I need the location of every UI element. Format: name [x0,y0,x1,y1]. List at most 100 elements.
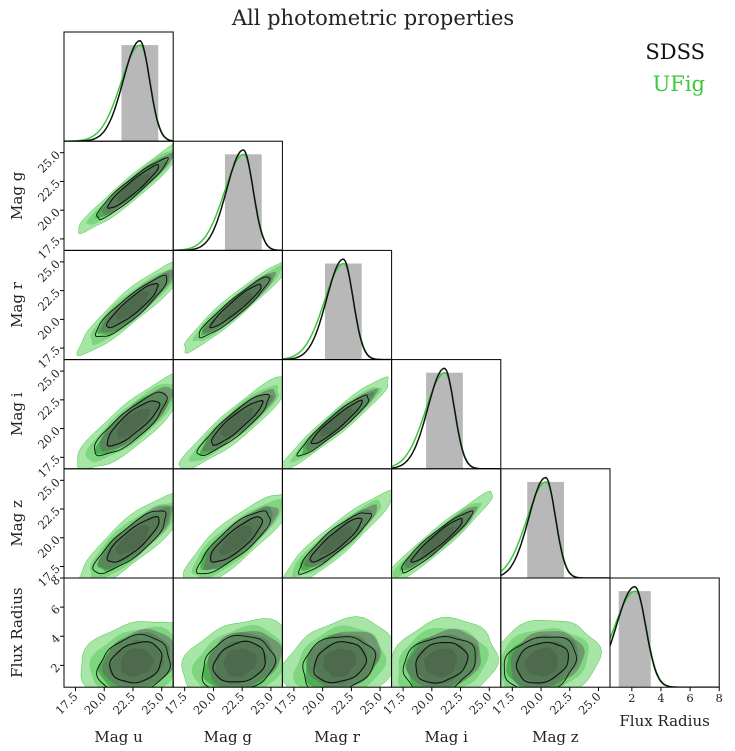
panel-3-2 [281,359,393,470]
x-tick-label: 17.5 [380,689,408,717]
sdss-density-2 [282,258,392,360]
sdss-contour-fill [102,628,174,688]
panel-5-4 [500,577,611,688]
panel-1-0 [63,140,174,251]
sdss-contour-fill [304,504,378,568]
x-tick-label: 20.0 [191,689,219,717]
panel-1-1 [172,140,283,251]
x-tick-label: 17.5 [489,689,517,717]
sdss-contour-line [105,283,159,329]
y-tick-label: 17.5 [35,452,63,480]
sdss-contour-fill [406,628,481,687]
sdss-contour-fill [101,152,174,216]
sdss-contour-fill [202,271,277,334]
legend-entry-ufig: UFig [653,72,705,96]
sdss-contour-outer [401,510,474,574]
y-axis-label-1: Mag g [8,171,26,220]
interval-shade-0 [121,45,159,142]
legend: SDSS UFig [645,40,705,96]
x-tick-label: 22.5 [328,689,356,717]
sdss-contour-fill [207,631,283,688]
sdss-contour-line [209,283,262,329]
sdss-contour-line [313,641,368,684]
interval-shade-3 [426,372,463,469]
x-tick-label: 20.0 [518,689,546,717]
sdss-contour-line [415,641,469,684]
interval-shade-4 [527,481,565,578]
sdss-contour-line [106,164,160,209]
sdss-contour-outer [96,633,171,688]
sdss-contour-fill [404,506,478,568]
x-tick-label: 6 [686,691,693,705]
x-tick-label: 22.5 [547,689,575,717]
sdss-contour-outer [94,274,168,338]
x-tick-label: 25.0 [248,689,276,717]
x-tick-label: 20.0 [409,689,437,717]
sdss-contour-fill [202,388,277,452]
panel-4-4 [500,468,611,579]
sdss-density-5 [610,585,720,688]
panel-4-1 [172,468,283,579]
sdss-contour-line [106,516,160,563]
panel-3-1 [172,359,283,470]
x-tick-label: 22.5 [110,689,138,717]
x-axis-label-5: Flux Radius [619,712,709,730]
sdss-contour-outer [296,394,370,457]
panel-5-2 [281,577,393,688]
y-tick-label: 17.5 [35,343,63,371]
sdss-contour-fill [203,506,279,571]
panels [63,31,720,688]
panel-2-1 [172,249,283,361]
y-tick-label: 22.5 [35,395,63,423]
x-axis-label-3: Mag i [424,728,468,746]
x-axis-label-0: Mag u [94,728,143,746]
panel-4-0 [63,468,174,579]
axis-labels: Mag u Mag g Mag g Mag r Mag r Mag i Mag i Mag z… [8,171,710,746]
y-tick-label: 2 [48,660,63,675]
panel-0-0 [63,31,174,142]
x-tick-label: 17.5 [53,689,81,717]
sdss-contour-fill [510,631,585,688]
sdss-contour-fill [100,269,174,333]
sdss-contour-line [515,641,569,684]
sdss-contour-line [109,641,163,684]
panel-4-2 [281,468,393,579]
y-tick-label: 4 [48,631,63,646]
sdss-contour-outer [302,636,377,688]
panel-5-5 [609,577,720,688]
sdss-density-1 [173,149,283,251]
sdss-density-4 [500,476,610,578]
chart-title: All photometric properties [231,6,514,30]
x-tick-label: 20.0 [81,689,109,717]
sdss-contour-outer [297,512,373,575]
x-tick-label: 2 [628,691,635,705]
x-axis-label-1: Mag g [204,728,253,746]
x-tick-label: 25.0 [139,689,167,717]
interval-shade-1 [224,154,262,251]
interval-shade-5 [618,591,651,688]
legend-entry-sdss: SDSS [645,40,705,64]
sdss-contour-fill [98,505,173,570]
x-tick-label: 22.5 [438,689,466,717]
panel-frame [609,577,720,688]
sdss-contour-outer [198,276,271,339]
y-tick-label: 6 [48,602,63,617]
y-tick-label: 25.0 [35,257,63,285]
sdss-contour-line [210,400,264,446]
panel-3-0 [63,359,174,470]
sdss-contour-outer [196,393,270,457]
y-tick-label: 22.5 [35,286,63,314]
x-tick-label: 8 [716,691,723,705]
y-tick-label: 22.5 [35,504,63,532]
panel-4-3 [391,468,502,579]
x-tick-label: 22.5 [219,689,247,717]
x-tick-label: 17.5 [162,689,190,717]
y-tick-label: 22.5 [35,176,63,204]
x-axis-label-2: Mag r [314,728,361,746]
y-tick-label: 25.0 [35,366,63,394]
y-axis-label-2: Mag r [8,281,26,328]
sdss-contour-fill [305,388,379,452]
sdss-contour-line [410,517,463,563]
sdss-contour-outer [92,510,167,575]
